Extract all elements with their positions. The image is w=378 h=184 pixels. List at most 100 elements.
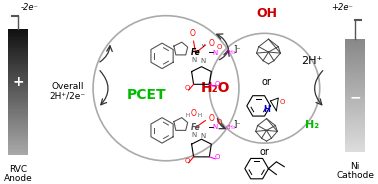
Text: v: v xyxy=(201,43,204,48)
Text: or: or xyxy=(262,77,271,87)
Bar xyxy=(345,67,365,69)
Text: or: or xyxy=(260,147,270,157)
Text: PCET: PCET xyxy=(127,88,166,102)
Bar xyxy=(345,98,365,100)
Bar xyxy=(8,94,28,96)
Bar xyxy=(8,56,28,58)
Bar xyxy=(8,119,28,121)
Bar xyxy=(345,121,365,123)
Bar xyxy=(345,134,365,136)
Bar xyxy=(8,106,28,108)
Bar xyxy=(8,29,28,31)
Bar xyxy=(8,86,28,88)
Bar xyxy=(345,90,365,92)
Text: H₂O: H₂O xyxy=(200,81,230,95)
Bar xyxy=(8,62,28,64)
Bar xyxy=(8,48,28,50)
Text: Ni: Ni xyxy=(350,162,360,171)
Bar xyxy=(8,75,28,77)
Bar xyxy=(345,127,365,128)
Bar xyxy=(345,50,365,52)
Bar xyxy=(345,70,365,72)
Bar xyxy=(345,42,365,44)
Text: N: N xyxy=(213,50,218,56)
Bar xyxy=(345,79,365,81)
Bar xyxy=(8,45,28,47)
Bar xyxy=(8,87,28,89)
Bar xyxy=(345,41,365,43)
Bar xyxy=(345,144,365,145)
Bar xyxy=(8,127,28,129)
Text: Anode: Anode xyxy=(4,174,33,183)
Text: CH₃: CH₃ xyxy=(226,50,236,55)
Text: H: H xyxy=(186,113,190,118)
Text: O: O xyxy=(191,109,197,118)
Text: -2e⁻: -2e⁻ xyxy=(20,3,38,12)
Bar xyxy=(8,78,28,80)
Bar xyxy=(8,95,28,97)
Text: O: O xyxy=(217,44,222,50)
Bar xyxy=(345,66,365,68)
Bar xyxy=(8,150,28,152)
Bar xyxy=(8,67,28,69)
Bar xyxy=(8,105,28,107)
Bar xyxy=(345,49,365,51)
Bar xyxy=(345,115,365,117)
Bar xyxy=(345,89,365,91)
Bar xyxy=(8,117,28,119)
Bar xyxy=(8,122,28,124)
Bar xyxy=(345,65,365,66)
Bar xyxy=(8,135,28,137)
Bar xyxy=(345,114,365,116)
Bar xyxy=(345,60,365,62)
Bar xyxy=(345,77,365,79)
Text: Overall: Overall xyxy=(51,82,84,91)
Bar xyxy=(345,45,365,47)
Text: H: H xyxy=(263,105,270,114)
Text: −: − xyxy=(349,91,361,105)
Bar xyxy=(345,94,365,96)
Text: ]⁻: ]⁻ xyxy=(233,119,241,128)
Bar xyxy=(345,139,365,141)
Bar xyxy=(345,56,365,58)
Bar xyxy=(8,89,28,91)
Bar xyxy=(8,125,28,127)
Bar xyxy=(345,82,365,83)
Bar xyxy=(345,103,365,105)
Bar xyxy=(345,52,365,54)
Bar xyxy=(345,125,365,127)
Text: Fe: Fe xyxy=(191,123,200,132)
Text: N: N xyxy=(201,133,206,139)
Bar xyxy=(345,148,365,150)
Text: N: N xyxy=(191,57,196,63)
Bar xyxy=(345,39,365,41)
Bar xyxy=(8,33,28,35)
Bar xyxy=(345,120,365,121)
Bar xyxy=(345,43,365,45)
Bar xyxy=(8,114,28,116)
Bar xyxy=(8,120,28,122)
Bar xyxy=(345,137,365,138)
Bar xyxy=(8,102,28,104)
Bar xyxy=(8,44,28,46)
Bar xyxy=(8,53,28,55)
Bar xyxy=(345,87,365,89)
Text: O: O xyxy=(208,39,214,48)
Bar xyxy=(8,80,28,82)
Bar xyxy=(345,129,365,131)
Bar xyxy=(8,34,28,36)
Bar xyxy=(8,42,28,44)
Bar xyxy=(345,55,365,57)
Bar xyxy=(8,146,28,148)
Bar xyxy=(345,128,365,130)
Text: H: H xyxy=(197,113,201,118)
Bar xyxy=(345,118,365,120)
Bar xyxy=(8,97,28,99)
Text: Cathode: Cathode xyxy=(336,171,374,180)
Bar xyxy=(8,36,28,38)
Bar xyxy=(8,51,28,53)
Bar xyxy=(345,135,365,137)
Text: O: O xyxy=(215,81,220,87)
Bar xyxy=(8,61,28,63)
Bar xyxy=(345,75,365,76)
